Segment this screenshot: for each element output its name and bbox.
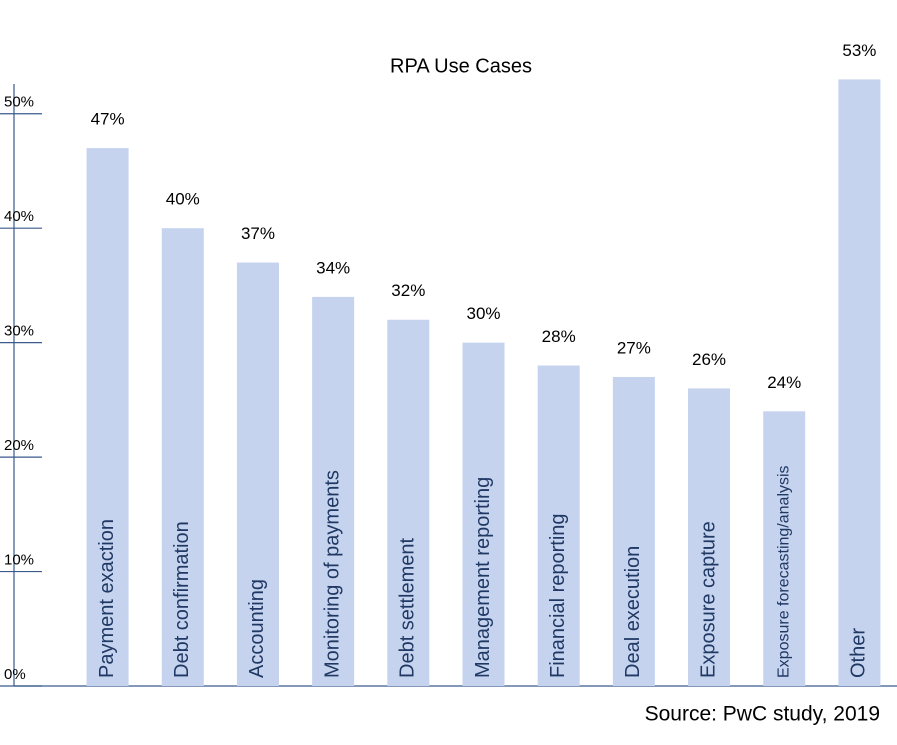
y-tick-label: 40% — [4, 208, 34, 225]
bar — [763, 411, 806, 686]
bar — [838, 79, 881, 686]
value-label: 47% — [91, 110, 125, 129]
category-label: Debt confirmation — [171, 521, 193, 678]
source-note: Source: PwC study, 2019 — [645, 703, 880, 726]
value-label: 27% — [617, 338, 651, 357]
y-tick-label: 0% — [4, 666, 26, 683]
bar — [86, 148, 129, 686]
category-label: Exposure forecasting/analysis — [775, 465, 792, 678]
y-tick-label: 50% — [4, 94, 34, 111]
value-label: 24% — [767, 373, 801, 392]
category-label: Debt settlement — [397, 537, 419, 678]
bar — [387, 319, 430, 686]
value-label: 53% — [842, 41, 876, 60]
value-label: 40% — [166, 190, 200, 209]
category-label: Accounting — [246, 579, 268, 678]
y-tick-label: 20% — [4, 437, 34, 454]
category-label: Deal execution — [622, 546, 644, 678]
category-label: Financial reporting — [547, 513, 569, 678]
category-label: Monitoring of payments — [321, 470, 343, 678]
category-label: Payment exaction — [96, 519, 118, 678]
value-label: 30% — [466, 304, 500, 323]
value-label: 37% — [241, 224, 275, 243]
bar — [462, 342, 505, 686]
bar — [688, 388, 731, 686]
category-label: Management reporting — [472, 477, 494, 678]
bar — [236, 262, 279, 686]
value-label: 26% — [692, 350, 726, 369]
category-label: Other — [848, 628, 870, 678]
bar — [537, 365, 580, 686]
value-label: 34% — [316, 258, 350, 277]
category-label: Exposure capture — [697, 521, 719, 678]
value-label: 28% — [542, 327, 576, 346]
bar — [161, 228, 204, 686]
chart-title: RPA Use Cases — [390, 55, 532, 77]
y-tick-label: 10% — [4, 552, 34, 569]
bar — [312, 296, 355, 686]
bar — [612, 376, 655, 686]
y-tick-label: 30% — [4, 323, 34, 340]
value-label: 32% — [391, 281, 425, 300]
